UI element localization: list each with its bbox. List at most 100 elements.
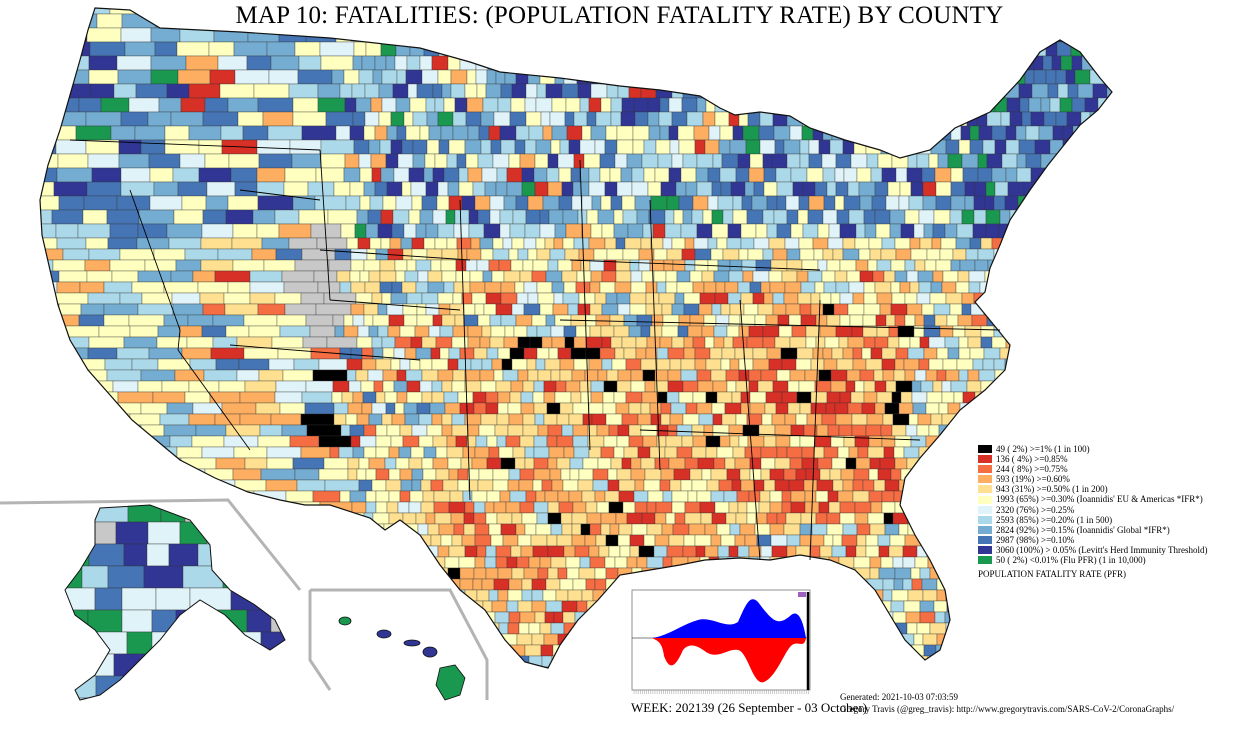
county-cell (610, 600, 627, 613)
county-cell (857, 446, 869, 459)
county-cell (1074, 292, 1091, 305)
county-cell (970, 622, 983, 635)
county-cell (185, 55, 219, 71)
county-cell (566, 41, 581, 57)
county-cell (1000, 589, 1018, 602)
county-cell (694, 347, 711, 360)
county-cell (996, 380, 1011, 393)
county-cell (421, 369, 439, 382)
county-cell (515, 523, 526, 536)
county-cell (900, 391, 913, 404)
county-cell (537, 8, 550, 15)
county-cell (651, 314, 664, 327)
county-cell (523, 237, 537, 250)
county-cell (853, 139, 867, 155)
county-cell (181, 479, 207, 492)
county-cell (927, 490, 938, 503)
county-cell (383, 644, 400, 657)
county-cell (795, 468, 807, 481)
county-cell (120, 27, 152, 43)
county-cell (495, 303, 513, 316)
county-cell (522, 259, 534, 272)
county-cell (691, 479, 708, 492)
county-cell (760, 545, 773, 558)
county-cell (819, 633, 830, 646)
county-cell (562, 611, 576, 624)
county-cell (831, 111, 849, 127)
county-cell (781, 391, 798, 404)
county-cell (161, 380, 190, 393)
county-cell (906, 270, 919, 283)
county-cell (774, 97, 792, 113)
county-cell (926, 391, 943, 404)
county-cell (796, 270, 809, 283)
county-cell (1024, 633, 1038, 646)
county-cell (1035, 622, 1050, 635)
county-cell (845, 611, 856, 624)
county-cell (225, 209, 254, 225)
county-cell (475, 435, 488, 448)
county-cell (848, 446, 859, 459)
county-cell (413, 666, 427, 668)
county-cell (826, 523, 844, 536)
county-cell (368, 523, 385, 536)
county-cell (1046, 270, 1057, 283)
county-cell (853, 556, 871, 569)
county-cell (1047, 223, 1062, 239)
county-cell (932, 223, 946, 239)
county-cell (348, 512, 365, 525)
county-cell (511, 358, 528, 371)
county-cell (774, 457, 791, 470)
county-cell (974, 259, 989, 272)
county-cell (833, 655, 850, 668)
county-cell (415, 347, 432, 360)
county-cell (523, 303, 541, 316)
county-cell (1023, 325, 1037, 338)
county-cell (1072, 644, 1084, 657)
county-cell (586, 678, 600, 689)
county-cell (490, 325, 506, 338)
county-cell (947, 153, 963, 169)
county-cell (486, 457, 502, 470)
county-cell (846, 270, 861, 283)
county-cell (1024, 391, 1035, 404)
county-cell (964, 195, 975, 211)
county-cell (988, 391, 1005, 404)
county-cell (1093, 336, 1109, 349)
county-cell (839, 292, 854, 305)
county-cell (1022, 380, 1033, 393)
county-cell (565, 666, 579, 668)
county-cell (553, 292, 564, 305)
county-cell (1077, 589, 1088, 602)
county-cell (656, 281, 667, 294)
county-cell (40, 556, 59, 569)
county-cell (604, 237, 617, 250)
county-cell (625, 391, 643, 404)
county-cell (205, 633, 241, 646)
county-cell (422, 490, 435, 503)
county-cell (799, 402, 812, 415)
county-cell (775, 435, 791, 448)
county-cell (983, 347, 1001, 360)
county-cell (839, 41, 854, 57)
county-cell (696, 13, 708, 29)
county-cell (387, 325, 401, 338)
county-cell (274, 512, 310, 525)
county-cell (476, 545, 487, 558)
county-cell (1031, 83, 1049, 99)
county-cell (709, 347, 723, 360)
county-cell (903, 358, 920, 371)
county-cell (40, 413, 57, 426)
legend-swatch (978, 525, 992, 534)
county-cell (775, 167, 792, 183)
county-cell (973, 600, 989, 613)
county-cell (300, 413, 335, 426)
county-cell (677, 567, 695, 580)
county-cell (108, 435, 145, 448)
county-cell (631, 167, 645, 183)
county-cell (1076, 689, 1091, 700)
county-cell (1002, 325, 1013, 338)
county-cell (805, 97, 823, 113)
county-cell (861, 402, 876, 415)
county-cell (996, 622, 1007, 635)
